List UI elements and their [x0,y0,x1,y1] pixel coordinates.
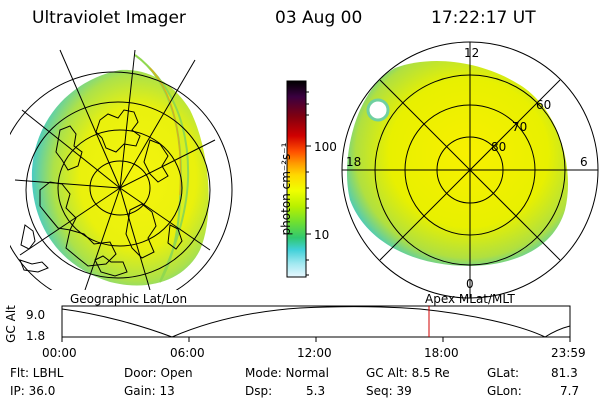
gc-ytick-bottom: 1.8 [26,329,46,343]
mlat-label-60: 60 [536,98,552,112]
mlt-label-right: 6 [580,155,588,169]
left-map-caption: Geographic Lat/Lon [70,292,188,306]
mode-value: Mode: Normal [245,366,329,380]
gc-ytick-top: 9.0 [26,308,46,322]
glat-value: 81.3 [551,366,578,380]
gain-value: Gain: 13 [124,384,175,398]
time-label: 17:22:17 UT [431,8,536,28]
gc-xtick-2359: 23:59 [551,346,586,360]
gc-altitude-plot [61,305,571,342]
date-label: 03 Aug 00 [275,8,363,28]
seq-value: Seq: 39 [366,384,412,398]
gc-xtick-1200: 12:00 [297,346,332,360]
colorbar-tick-100: 100 [314,140,337,154]
dsp-label: Dsp: [245,384,273,398]
mlt-label-top: 12 [464,46,480,60]
gc-altitude-curve [61,306,571,338]
right-map-caption: Apex MLat/MLT [425,292,515,306]
door-value: Door: Open [124,366,193,380]
glat-label: GLat: [487,366,520,380]
glon-value: 7.7 [560,384,580,398]
gc-alt-value: GC Alt: 8.5 Re [366,366,450,380]
app-title: Ultraviolet Imager [32,8,186,28]
gc-xtick-0600: 06:00 [170,346,205,360]
dsp-value: 5.3 [306,384,326,398]
right-aurora-emission [347,61,568,266]
gc-xtick-0000: 00:00 [42,346,77,360]
geographic-map [10,49,233,290]
colorbar [286,80,311,278]
mlat-label-80: 80 [491,140,507,154]
mlt-label-bottom: 0 [466,277,474,291]
glon-label: GLon: [487,384,522,398]
filter-value: Flt: LBHL [10,366,64,380]
gc-ylabel: GC Alt [4,305,18,343]
mlt-label-left: 18 [346,155,362,169]
gc-xtick-1800: 18:00 [424,346,459,360]
mlat-label-70: 70 [512,120,528,134]
ip-value: IP: 36.0 [10,384,56,398]
colorbar-unit-label: photon cm⁻²s⁻¹ [279,142,293,236]
apex-polar-map [341,41,599,299]
colorbar-tick-10: 10 [314,228,330,242]
